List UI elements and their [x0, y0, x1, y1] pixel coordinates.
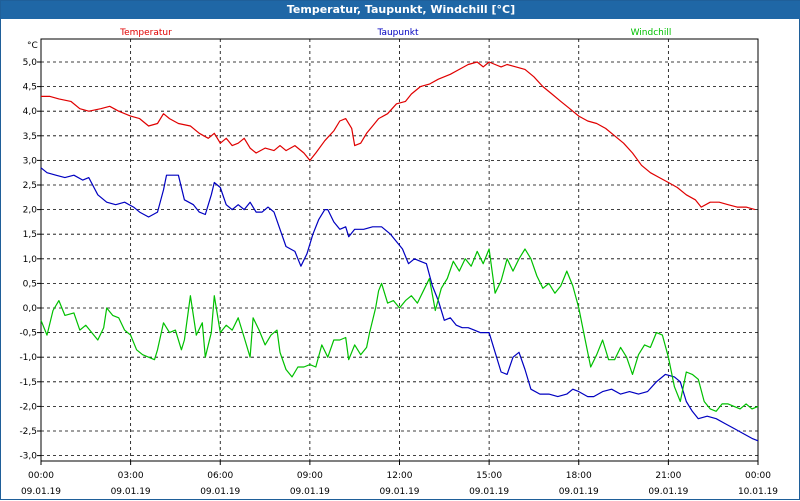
chart-axes — [37, 38, 759, 465]
y-axis-tick-labels: 5,0 4,5 4,0 3,5 3,0 2,5 2,0 1,5 1,0 0,5 0,0 -0,5 -1,… — [19, 58, 37, 462]
grid-lines — [41, 39, 758, 461]
y-axis-unit-label: °C — [27, 41, 38, 51]
y-tick-label: 0,5 — [23, 279, 37, 289]
legend-temperatur: Temperatur — [119, 28, 172, 38]
x-tick-date-label: 09.01.19 — [648, 487, 688, 497]
series-line-temperatur — [41, 61, 756, 211]
y-tick-label: -2,5 — [19, 427, 37, 437]
x-tick-time-label: 09:00 — [297, 471, 323, 481]
x-tick-date-label: 09.01.19 — [379, 487, 419, 497]
x-tick-date-label: 09.01.19 — [290, 487, 330, 497]
y-tick-label: 3,5 — [23, 132, 37, 142]
y-tick-label: 1,5 — [23, 230, 37, 240]
legend-taupunkt: Taupunkt — [376, 28, 419, 38]
chart-legend: Temperatur Taupunkt Windchill — [119, 28, 671, 38]
x-tick-date-label: 09.01.19 — [200, 487, 240, 497]
x-tick-time-label: 03:00 — [118, 471, 144, 481]
x-tick-time-label: 15:00 — [476, 471, 502, 481]
y-tick-label: 5,0 — [23, 58, 38, 68]
x-tick-date-label: 09.01.19 — [111, 487, 151, 497]
legend-windchill: Windchill — [631, 28, 672, 38]
x-tick-time-label: 21:00 — [655, 471, 681, 481]
y-tick-label: -0,5 — [19, 329, 37, 339]
y-tick-label: -3,0 — [19, 452, 37, 462]
x-tick-time-label: 18:00 — [566, 471, 592, 481]
y-tick-label: 3,0 — [23, 156, 38, 166]
y-tick-label: 4,0 — [23, 107, 38, 117]
y-tick-label: 2,0 — [23, 206, 38, 216]
chart-series — [40, 61, 759, 442]
x-tick-date-label: 09.01.19 — [21, 487, 61, 497]
x-tick-time-label: 00:00 — [745, 471, 771, 481]
x-tick-date-label: 09.01.19 — [559, 487, 599, 497]
x-tick-date-label: 10.01.19 — [738, 487, 778, 497]
x-tick-time-label: 06:00 — [207, 471, 233, 481]
x-axis-tick-labels: 00:00 09.01.19 03:00 09.01.19 06:00 09.01.19 0… — [21, 471, 778, 497]
series-line-windchill — [40, 248, 759, 412]
y-tick-label: 0,0 — [23, 304, 38, 314]
window-title: Temperatur, Taupunkt, Windchill [°C] — [1, 1, 800, 19]
x-tick-time-label: 00:00 — [28, 471, 54, 481]
x-tick-time-label: 12:00 — [387, 471, 413, 481]
y-tick-label: -1,5 — [19, 378, 37, 388]
y-tick-label: -2,0 — [19, 402, 37, 412]
y-tick-label: 4,5 — [23, 83, 37, 93]
y-tick-label: 1,0 — [23, 255, 38, 265]
series-line-taupunkt — [40, 167, 759, 442]
y-tick-label: -1,0 — [19, 353, 37, 363]
chart-canvas: Temperatur Taupunkt Windchill 5,0 4,5 4,0 3,5… — [19, 28, 778, 497]
x-tick-date-label: 09.01.19 — [469, 487, 509, 497]
y-tick-label: 2,5 — [23, 181, 37, 191]
